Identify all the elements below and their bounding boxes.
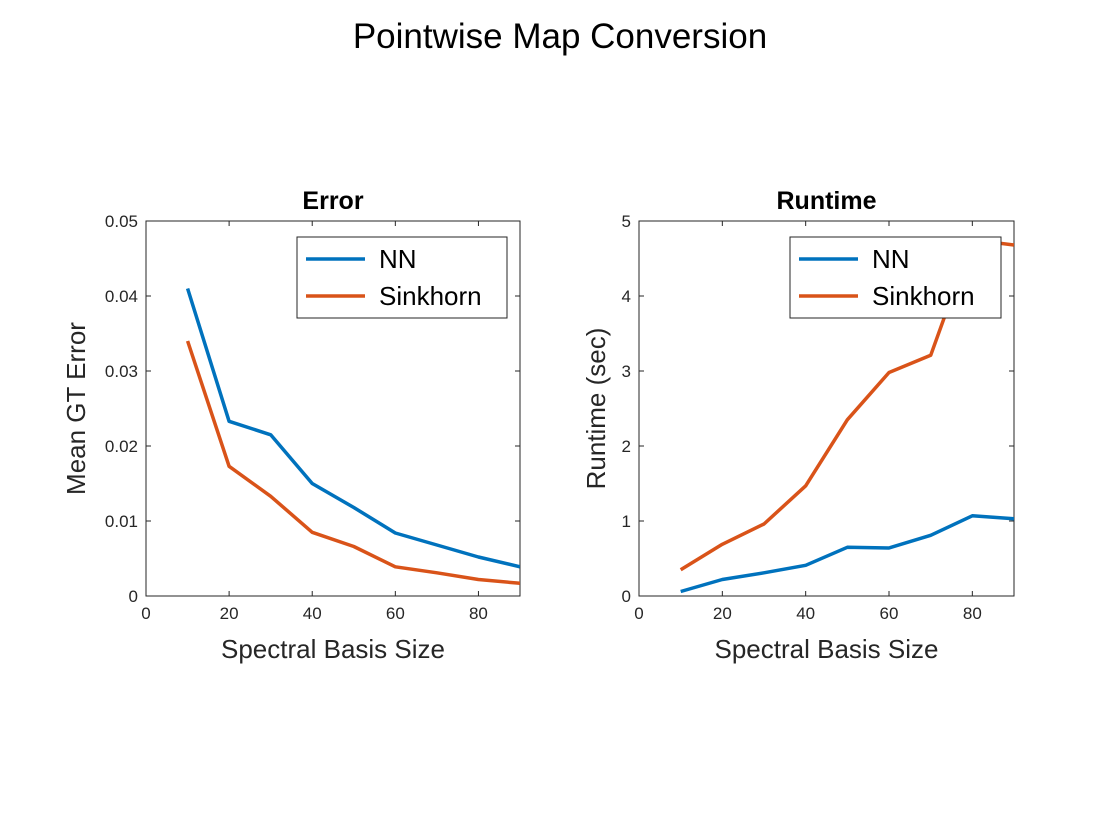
x-tick-label: 80 xyxy=(963,604,982,623)
legend-label-nn: NN xyxy=(379,244,417,274)
legend-box xyxy=(789,236,1002,319)
legend-box xyxy=(296,236,508,319)
x-tick-label: 40 xyxy=(796,604,815,623)
x-axis-label: Spectral Basis Size xyxy=(221,634,445,664)
legend: NN Sinkhorn xyxy=(296,236,508,319)
error-chart: Error 0 20 40 60 80 0 0.01 0.02 0.03 0.04 0.05 Spect… xyxy=(61,187,521,664)
y-tick-label: 1 xyxy=(622,512,631,531)
x-tick-label: 60 xyxy=(880,604,899,623)
legend-label-sinkhorn: Sinkhorn xyxy=(872,281,975,311)
figure-title: Pointwise Map Conversion xyxy=(353,17,767,56)
runtime-chart: Runtime 0 20 40 60 80 0 1 2 3 4 5 Spectral Basis Siz… xyxy=(581,187,1015,664)
x-tick-label: 0 xyxy=(634,604,643,623)
x-tick-label: 0 xyxy=(141,604,150,623)
chart-title: Runtime xyxy=(777,187,877,215)
y-tick-label: 0 xyxy=(622,587,631,606)
y-tick-label: 0 xyxy=(129,587,138,606)
y-tick-label: 2 xyxy=(622,437,631,456)
legend: NN Sinkhorn xyxy=(789,236,1002,319)
y-tick-label: 4 xyxy=(622,287,631,306)
chart-title: Error xyxy=(302,187,363,215)
y-tick-label: 3 xyxy=(622,362,631,381)
x-tick-label: 80 xyxy=(469,604,488,623)
y-tick-label: 0.01 xyxy=(105,512,138,531)
x-tick-label: 40 xyxy=(303,604,322,623)
y-tick-label: 0.02 xyxy=(105,437,138,456)
x-tick-label: 20 xyxy=(713,604,732,623)
y-axis-label: Runtime (sec) xyxy=(581,328,611,490)
legend-label-nn: NN xyxy=(872,244,910,274)
x-tick-label: 60 xyxy=(386,604,405,623)
y-axis-label: Mean GT Error xyxy=(61,322,91,495)
x-axis-label: Spectral Basis Size xyxy=(715,634,939,664)
series-line-sinkhorn xyxy=(185,340,520,586)
series-line-nn xyxy=(185,287,520,569)
legend-label-sinkhorn: Sinkhorn xyxy=(379,281,482,311)
y-tick-label: 0.03 xyxy=(105,362,138,381)
y-tick-label: 5 xyxy=(622,212,631,231)
x-tick-label: 20 xyxy=(220,604,239,623)
series-line-nn xyxy=(680,514,1014,594)
y-tick-label: 0.05 xyxy=(105,212,138,231)
y-tick-label: 0.04 xyxy=(105,287,138,306)
